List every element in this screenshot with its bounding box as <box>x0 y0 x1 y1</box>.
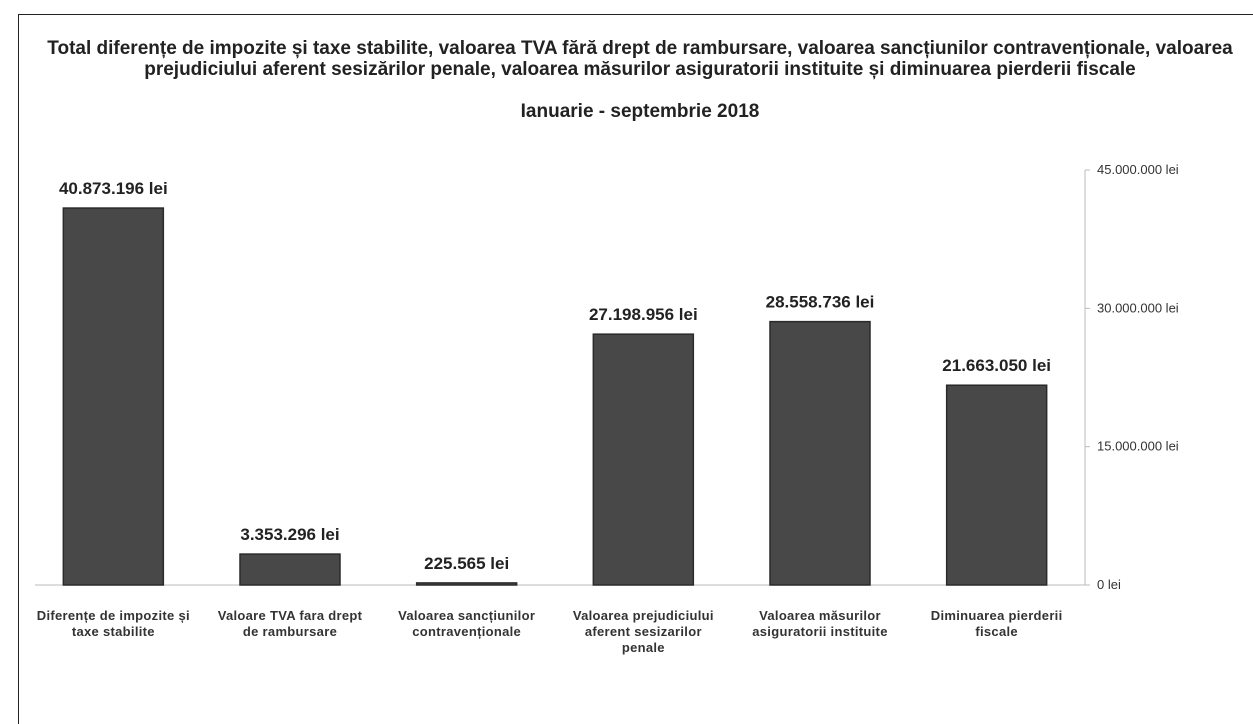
y-tick-label: 45.000.000 lei <box>1097 162 1179 177</box>
x-tick-label: Diminuarea pierderii fiscale <box>930 608 1063 639</box>
data-label: 28.558.736 lei <box>766 293 875 312</box>
chart-title: Total diferențe de impozite și taxe stab… <box>47 38 1233 80</box>
y-tick-label: 30.000.000 lei <box>1097 300 1179 315</box>
bar <box>769 320 871 586</box>
x-tick-label: Valoarea măsurilor asiguratorii institui… <box>752 608 888 639</box>
data-label: 21.663.050 lei <box>942 356 1051 375</box>
data-label: 3.353.296 lei <box>240 525 339 544</box>
bar <box>945 384 1048 586</box>
data-label: 27.198.956 lei <box>589 305 698 324</box>
x-tick-label: Valoarea sancțiunilor contravenționale <box>398 608 536 639</box>
frame <box>18 14 1253 724</box>
x-tick-label: Diferențe de impozite și taxe stabilite <box>36 608 190 639</box>
y-tick-label: 15.000.000 lei <box>1097 439 1179 454</box>
bar <box>415 582 518 586</box>
bar <box>239 553 341 586</box>
data-label: 40.873.196 lei <box>59 179 168 198</box>
bar <box>62 207 165 586</box>
chart-subtitle: Ianuarie - septembrie 2018 <box>520 101 760 122</box>
x-tick-label: Valoarea prejudiciului aferent sesizaril… <box>572 608 714 655</box>
bar <box>592 333 695 586</box>
data-label: 225.565 lei <box>424 554 509 573</box>
y-tick-label: 0 lei <box>1097 577 1121 592</box>
x-tick-label: Valoare TVA fara drept de rambursare <box>217 608 363 639</box>
